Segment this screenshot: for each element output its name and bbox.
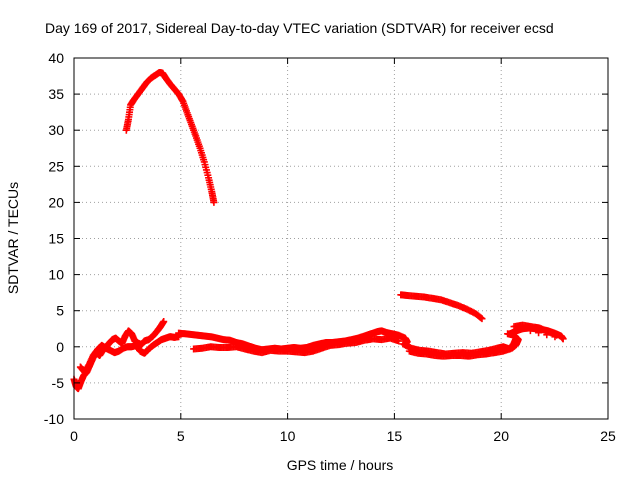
series-arc-low-d: [190, 334, 403, 357]
x-tick-label: 0: [70, 428, 78, 444]
x-tick-label: 15: [387, 428, 403, 444]
y-tick-label: -5: [52, 375, 65, 391]
data-point: [160, 318, 168, 326]
data-points: [70, 68, 567, 393]
data-point: [477, 314, 485, 322]
x-tick-label: 20: [493, 428, 509, 444]
y-tick-label: 5: [56, 303, 64, 319]
x-axis-label: GPS time / hours: [287, 457, 394, 473]
grid-lines: [74, 58, 608, 419]
series-arc-low-f: [405, 330, 522, 360]
data-point: [210, 198, 218, 206]
y-axis-label: SDTVAR / TECUs: [5, 182, 21, 294]
y-tick-label: -10: [44, 411, 64, 427]
x-tick-label: 25: [600, 428, 616, 444]
y-tick-label: 20: [48, 194, 64, 210]
y-tick-label: 35: [48, 86, 64, 102]
data-point: [553, 331, 561, 339]
data-point: [395, 337, 403, 345]
y-tick-label: 15: [48, 231, 64, 247]
series-arc-low-g: [506, 321, 567, 343]
y-tick-label: 25: [48, 158, 64, 174]
x-tick-label: 5: [177, 428, 185, 444]
data-point: [559, 335, 567, 343]
chart-title: Day 169 of 2017, Sidereal Day-to-day VTE…: [45, 20, 554, 36]
data-point: [478, 315, 486, 323]
series-arc-low-b: [76, 333, 183, 376]
y-tick-label: 0: [56, 339, 64, 355]
y-tick-label: 30: [48, 122, 64, 138]
series-arc-low-a: [70, 318, 168, 393]
x-tick-label: 10: [280, 428, 296, 444]
series-arc-high: [122, 68, 218, 206]
axis-ticks: 0 5 10 15 20 25 -10 -5 0 5 10 15 20 25 30 35 40: [44, 50, 616, 444]
y-tick-label: 40: [48, 50, 64, 66]
series-arc-mid: [397, 291, 486, 323]
y-tick-label: 10: [48, 267, 64, 283]
